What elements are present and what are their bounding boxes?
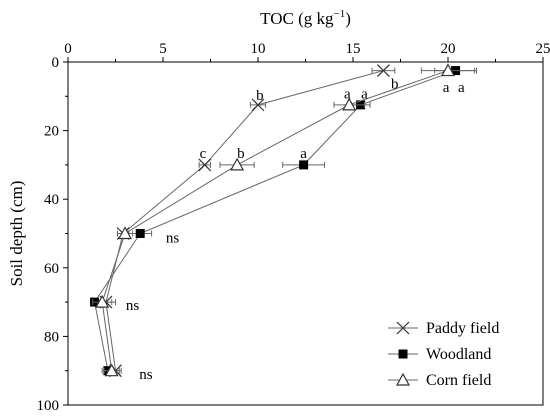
legend-marker <box>395 372 411 386</box>
data-point <box>135 229 145 238</box>
y-tick-label: 80 <box>44 329 59 345</box>
significance-label: c <box>200 146 207 162</box>
significance-label: b <box>256 88 264 104</box>
x-tick-label: 10 <box>251 41 266 57</box>
significance-label: a <box>443 80 450 96</box>
series-line <box>101 70 449 371</box>
data-point <box>198 158 212 172</box>
y-tick-label: 60 <box>44 261 59 277</box>
y-tick-label: 100 <box>37 398 60 414</box>
x-tick-label: 5 <box>159 41 167 57</box>
x-tick-label: 20 <box>441 41 456 57</box>
x-axis-title-close: ) <box>345 9 351 28</box>
data-point <box>376 64 390 77</box>
significance-label: ns <box>139 367 153 383</box>
legend-label: Paddy field <box>426 320 499 337</box>
legend-item: Corn field <box>388 372 491 389</box>
legend-label: Corn field <box>426 372 491 389</box>
y-tick-label: 0 <box>52 55 60 71</box>
y-axis-ticks: 0 20 40 60 80 100 <box>37 55 68 414</box>
data-point <box>230 157 245 171</box>
x-axis-ticks: 0 5 10 15 20 25 <box>64 41 550 62</box>
significance-label: b <box>237 146 245 162</box>
x-tick-label: 25 <box>536 41 550 57</box>
data-point <box>342 97 357 111</box>
significance-label: a <box>361 87 368 103</box>
data-point <box>440 63 456 77</box>
y-tick-label: 20 <box>44 124 59 140</box>
legend-item: Woodland <box>388 346 491 363</box>
legend-label: Woodland <box>426 346 491 363</box>
series-woodland <box>90 66 477 376</box>
series-layer <box>90 63 477 378</box>
data-point <box>95 294 110 308</box>
legend-item: Paddy field <box>388 320 499 337</box>
y-axis-title: Soil depth (cm) <box>7 181 26 287</box>
x-axis-title-main: TOC (g kg <box>260 9 334 28</box>
significance-label: a <box>458 80 465 96</box>
significance-label: a <box>344 87 351 103</box>
x-axis-title: TOC (g kg−1) <box>260 8 351 28</box>
significance-label: a <box>300 146 307 162</box>
x-tick-label: 0 <box>64 41 72 57</box>
legend: Paddy field Woodland Corn field <box>388 320 499 389</box>
x-tick-label: 15 <box>346 41 361 57</box>
data-point <box>117 226 133 240</box>
legend-marker <box>398 349 408 359</box>
x-axis-title-sup: −1 <box>333 8 345 20</box>
series-corn-field <box>92 63 476 377</box>
legend-marker <box>396 321 410 335</box>
series-line <box>94 70 456 371</box>
data-point <box>104 363 119 377</box>
data-point <box>251 98 265 112</box>
data-point <box>299 160 309 170</box>
series-line <box>105 70 384 371</box>
y-tick-label: 40 <box>44 192 59 208</box>
series-paddy-field <box>96 64 396 378</box>
significance-label: ns <box>126 298 140 314</box>
significance-label: ns <box>166 231 180 247</box>
significance-label: b <box>391 77 399 93</box>
